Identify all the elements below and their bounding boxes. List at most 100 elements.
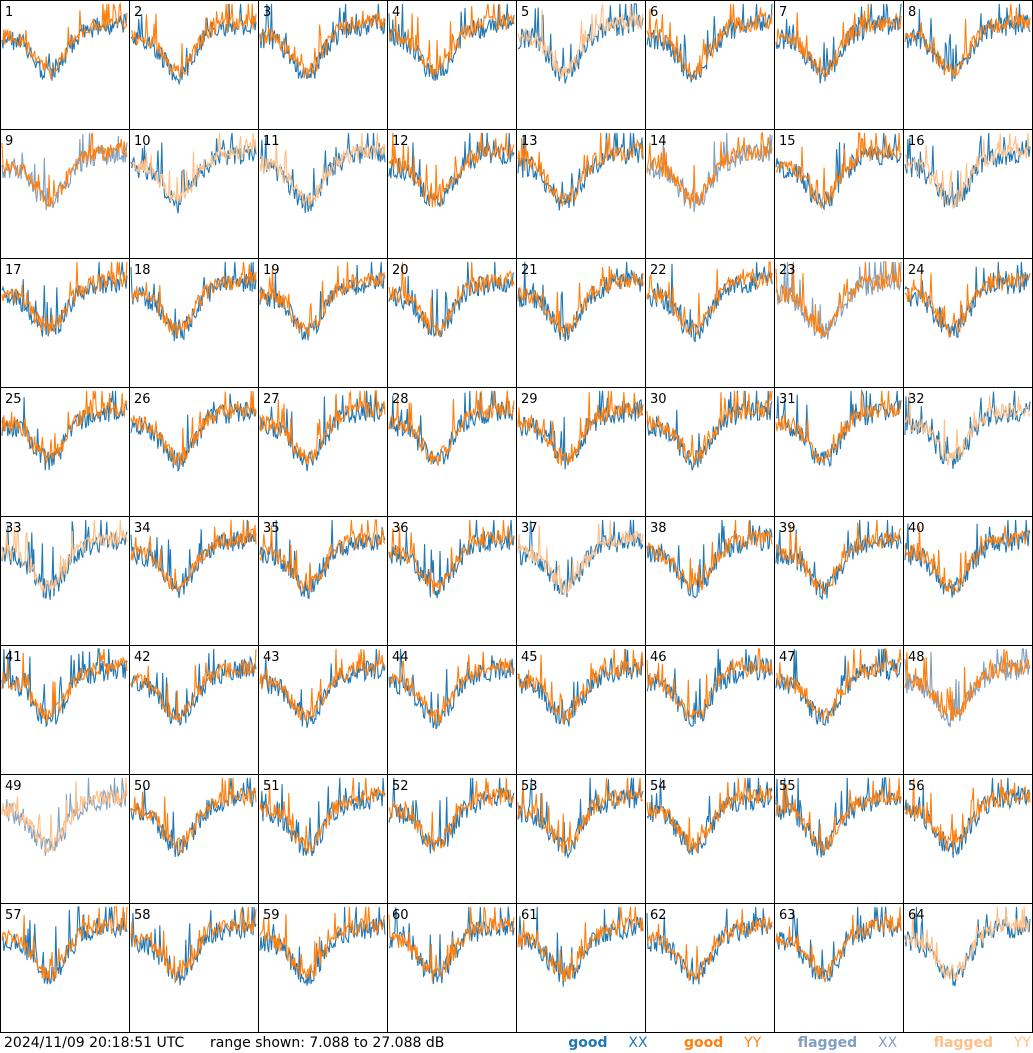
trace-yy-35 [259,519,386,593]
tile-35: 35 [258,516,388,646]
tile-label: 60 [392,908,409,923]
trace-yy-5 [517,3,644,79]
trace-yy-37 [517,519,644,597]
tile-54: 54 [645,774,775,904]
trace-xx-20 [388,261,515,338]
trace-yy-28 [388,390,515,467]
tile-38: 38 [645,516,775,646]
trace-xx-53 [517,777,644,860]
tile-59: 59 [258,903,388,1033]
trace-xx-6 [646,3,773,83]
trace-xx-8 [904,3,1031,82]
trace-yy-7 [775,3,902,78]
legend: good XX good YY flagged XX flagged YY [536,1033,1031,1053]
trace-xx-34 [130,519,257,598]
trace-yy-30 [646,390,773,467]
trace-yy-24 [904,271,1031,339]
tile-label: 62 [650,908,667,923]
trace-yy-48 [904,648,1031,722]
tile-label: 47 [779,650,796,665]
tile-label: 51 [263,779,280,794]
tile-label: 41 [5,650,22,665]
trace-yy-62 [646,908,773,982]
trace-yy-23 [775,261,902,337]
trace-yy-27 [259,390,386,465]
trace-xx-16 [904,132,1031,208]
trace-yy-53 [517,777,644,854]
trace-yy-52 [388,777,515,852]
tile-label: 38 [650,521,667,536]
trace-yy-20 [388,261,515,339]
trace-yy-10 [130,132,257,203]
legend-good-yy-pol: YY [744,1035,762,1051]
trace-yy-39 [775,519,902,596]
trace-xx-30 [646,390,773,471]
tile-label: 9 [5,134,13,149]
trace-yy-54 [646,777,773,853]
trace-yy-40 [904,525,1030,595]
tile-label: 50 [134,779,151,794]
tile-label: 33 [5,521,22,536]
tile-40: 40 [903,516,1033,646]
tile-61: 61 [516,903,646,1033]
tile-label: 31 [779,392,796,407]
tile-label: 26 [134,392,151,407]
legend-good-yy: good YY [668,1035,761,1051]
tile-label: 54 [650,779,667,794]
tile-label: 4 [392,5,400,20]
trace-yy-60 [388,906,515,982]
trace-xx-14 [646,132,773,213]
trace-xx-61 [517,906,644,987]
trace-yy-64 [904,906,1031,982]
legend-good-xx-prefix: good [568,1035,608,1051]
tile-label: 35 [263,521,280,536]
trace-yy-58 [130,906,257,982]
tile-label: 20 [392,263,409,278]
trace-yy-22 [646,261,773,337]
trace-xx-57 [1,906,128,985]
tile-label: 52 [392,779,409,794]
tile-label: 28 [392,392,409,407]
trace-xx-54 [646,777,773,855]
trace-yy-31 [775,390,902,464]
tile-label: 37 [521,521,538,536]
trace-yy-16 [904,132,1030,210]
trace-yy-8 [904,3,1031,78]
tile-label: 7 [779,5,787,20]
trace-yy-41 [1,648,128,724]
trace-xx-55 [775,777,902,858]
tile-label: 48 [908,650,925,665]
trace-xx-63 [775,906,902,983]
tile-label: 18 [134,263,151,278]
trace-yy-45 [517,648,644,724]
legend-flagged-yy-pol: YY [1013,1035,1031,1051]
tile-label: 30 [650,392,667,407]
tile-label: 63 [779,908,796,923]
trace-yy-26 [130,390,257,468]
trace-yy-51 [259,777,386,854]
tile-label: 45 [521,650,538,665]
trace-yy-14 [646,131,773,208]
trace-yy-47 [775,648,902,722]
tile-64: 64 [903,903,1033,1033]
tile-label: 32 [908,392,925,407]
tile-label: 61 [521,908,538,923]
trace-yy-4 [388,3,515,77]
tile-label: 53 [521,779,538,794]
trace-yy-18 [130,261,257,338]
trace-yy-25 [1,390,128,466]
legend-flagged-xx: flagged XX [782,1035,897,1051]
tile-63: 63 [774,903,904,1033]
trace-yy-49 [1,777,128,855]
trace-yy-12 [388,132,515,208]
tile-label: 49 [5,779,22,794]
trace-yy-50 [130,777,257,855]
trace-yy-36 [388,519,515,594]
tile-label: 11 [263,134,280,149]
tile-label: 1 [5,5,13,20]
tile-label: 43 [263,650,280,665]
tile-label: 10 [134,134,151,149]
trace-yy-9 [1,132,128,208]
trace-xx-5 [517,3,644,84]
tile-label: 44 [392,650,409,665]
